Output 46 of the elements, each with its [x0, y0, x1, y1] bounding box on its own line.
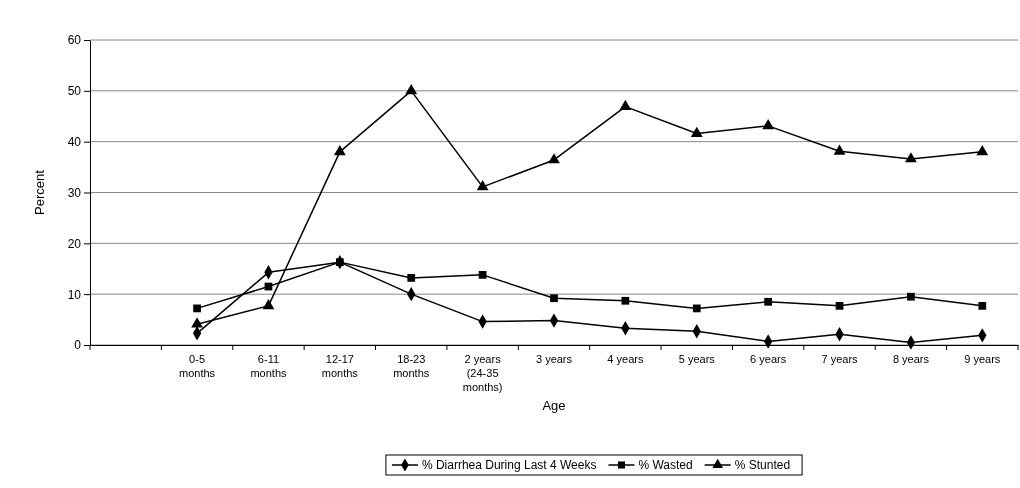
- y-tick-label: 20: [67, 236, 82, 251]
- point: [407, 274, 416, 282]
- point: [833, 144, 846, 155]
- y-tick-label: 40: [67, 135, 82, 150]
- point: [905, 152, 917, 163]
- x-tick-label: 18-23 months: [393, 353, 430, 379]
- point: [690, 126, 703, 137]
- point: [835, 301, 844, 310]
- y-tick-label: 0: [74, 338, 82, 353]
- y-tick-label: 30: [67, 185, 82, 200]
- y-tick-label: 50: [67, 84, 82, 99]
- x-tick-label: 0-5 months: [179, 353, 216, 379]
- point: [478, 270, 487, 279]
- x-tick-label: 4 years: [607, 353, 644, 365]
- x-axis-title: Age: [542, 398, 566, 413]
- point: [405, 84, 418, 95]
- point: [978, 301, 987, 310]
- point: [621, 296, 630, 305]
- legend-label: % Diarrhea During Last 4 Weeks: [421, 458, 597, 472]
- x-tick-label: 12-17 months: [321, 353, 359, 379]
- legend-label: % Wasted: [638, 458, 693, 472]
- x-tick-label: 9 years: [964, 353, 1001, 365]
- point: [619, 99, 632, 110]
- point: [762, 119, 775, 130]
- x-tick-label: 2 years (24-35 months): [462, 353, 503, 393]
- y-tick-label: 60: [67, 33, 82, 48]
- x-tick-label: 6-11 months: [250, 353, 287, 379]
- point: [550, 294, 558, 303]
- point: [333, 145, 346, 156]
- point: [191, 317, 203, 328]
- point: [548, 153, 560, 164]
- point: [976, 145, 989, 156]
- x-tick-label: 8 years: [892, 353, 930, 365]
- point: [193, 304, 201, 313]
- x-tick-label: 5 years: [678, 353, 716, 365]
- point: [262, 299, 275, 310]
- x-tick-label: 7 years: [821, 353, 859, 365]
- y-tick-label: 10: [67, 287, 82, 302]
- point: [764, 297, 773, 306]
- x-tick-label: 3 years: [535, 353, 573, 365]
- y-axis-title: Percent: [32, 169, 47, 215]
- point: [476, 180, 489, 191]
- point: [692, 304, 701, 313]
- legend-label: % Stunted: [734, 458, 791, 472]
- point: [907, 292, 915, 301]
- x-tick-label: 6 years: [750, 353, 787, 365]
